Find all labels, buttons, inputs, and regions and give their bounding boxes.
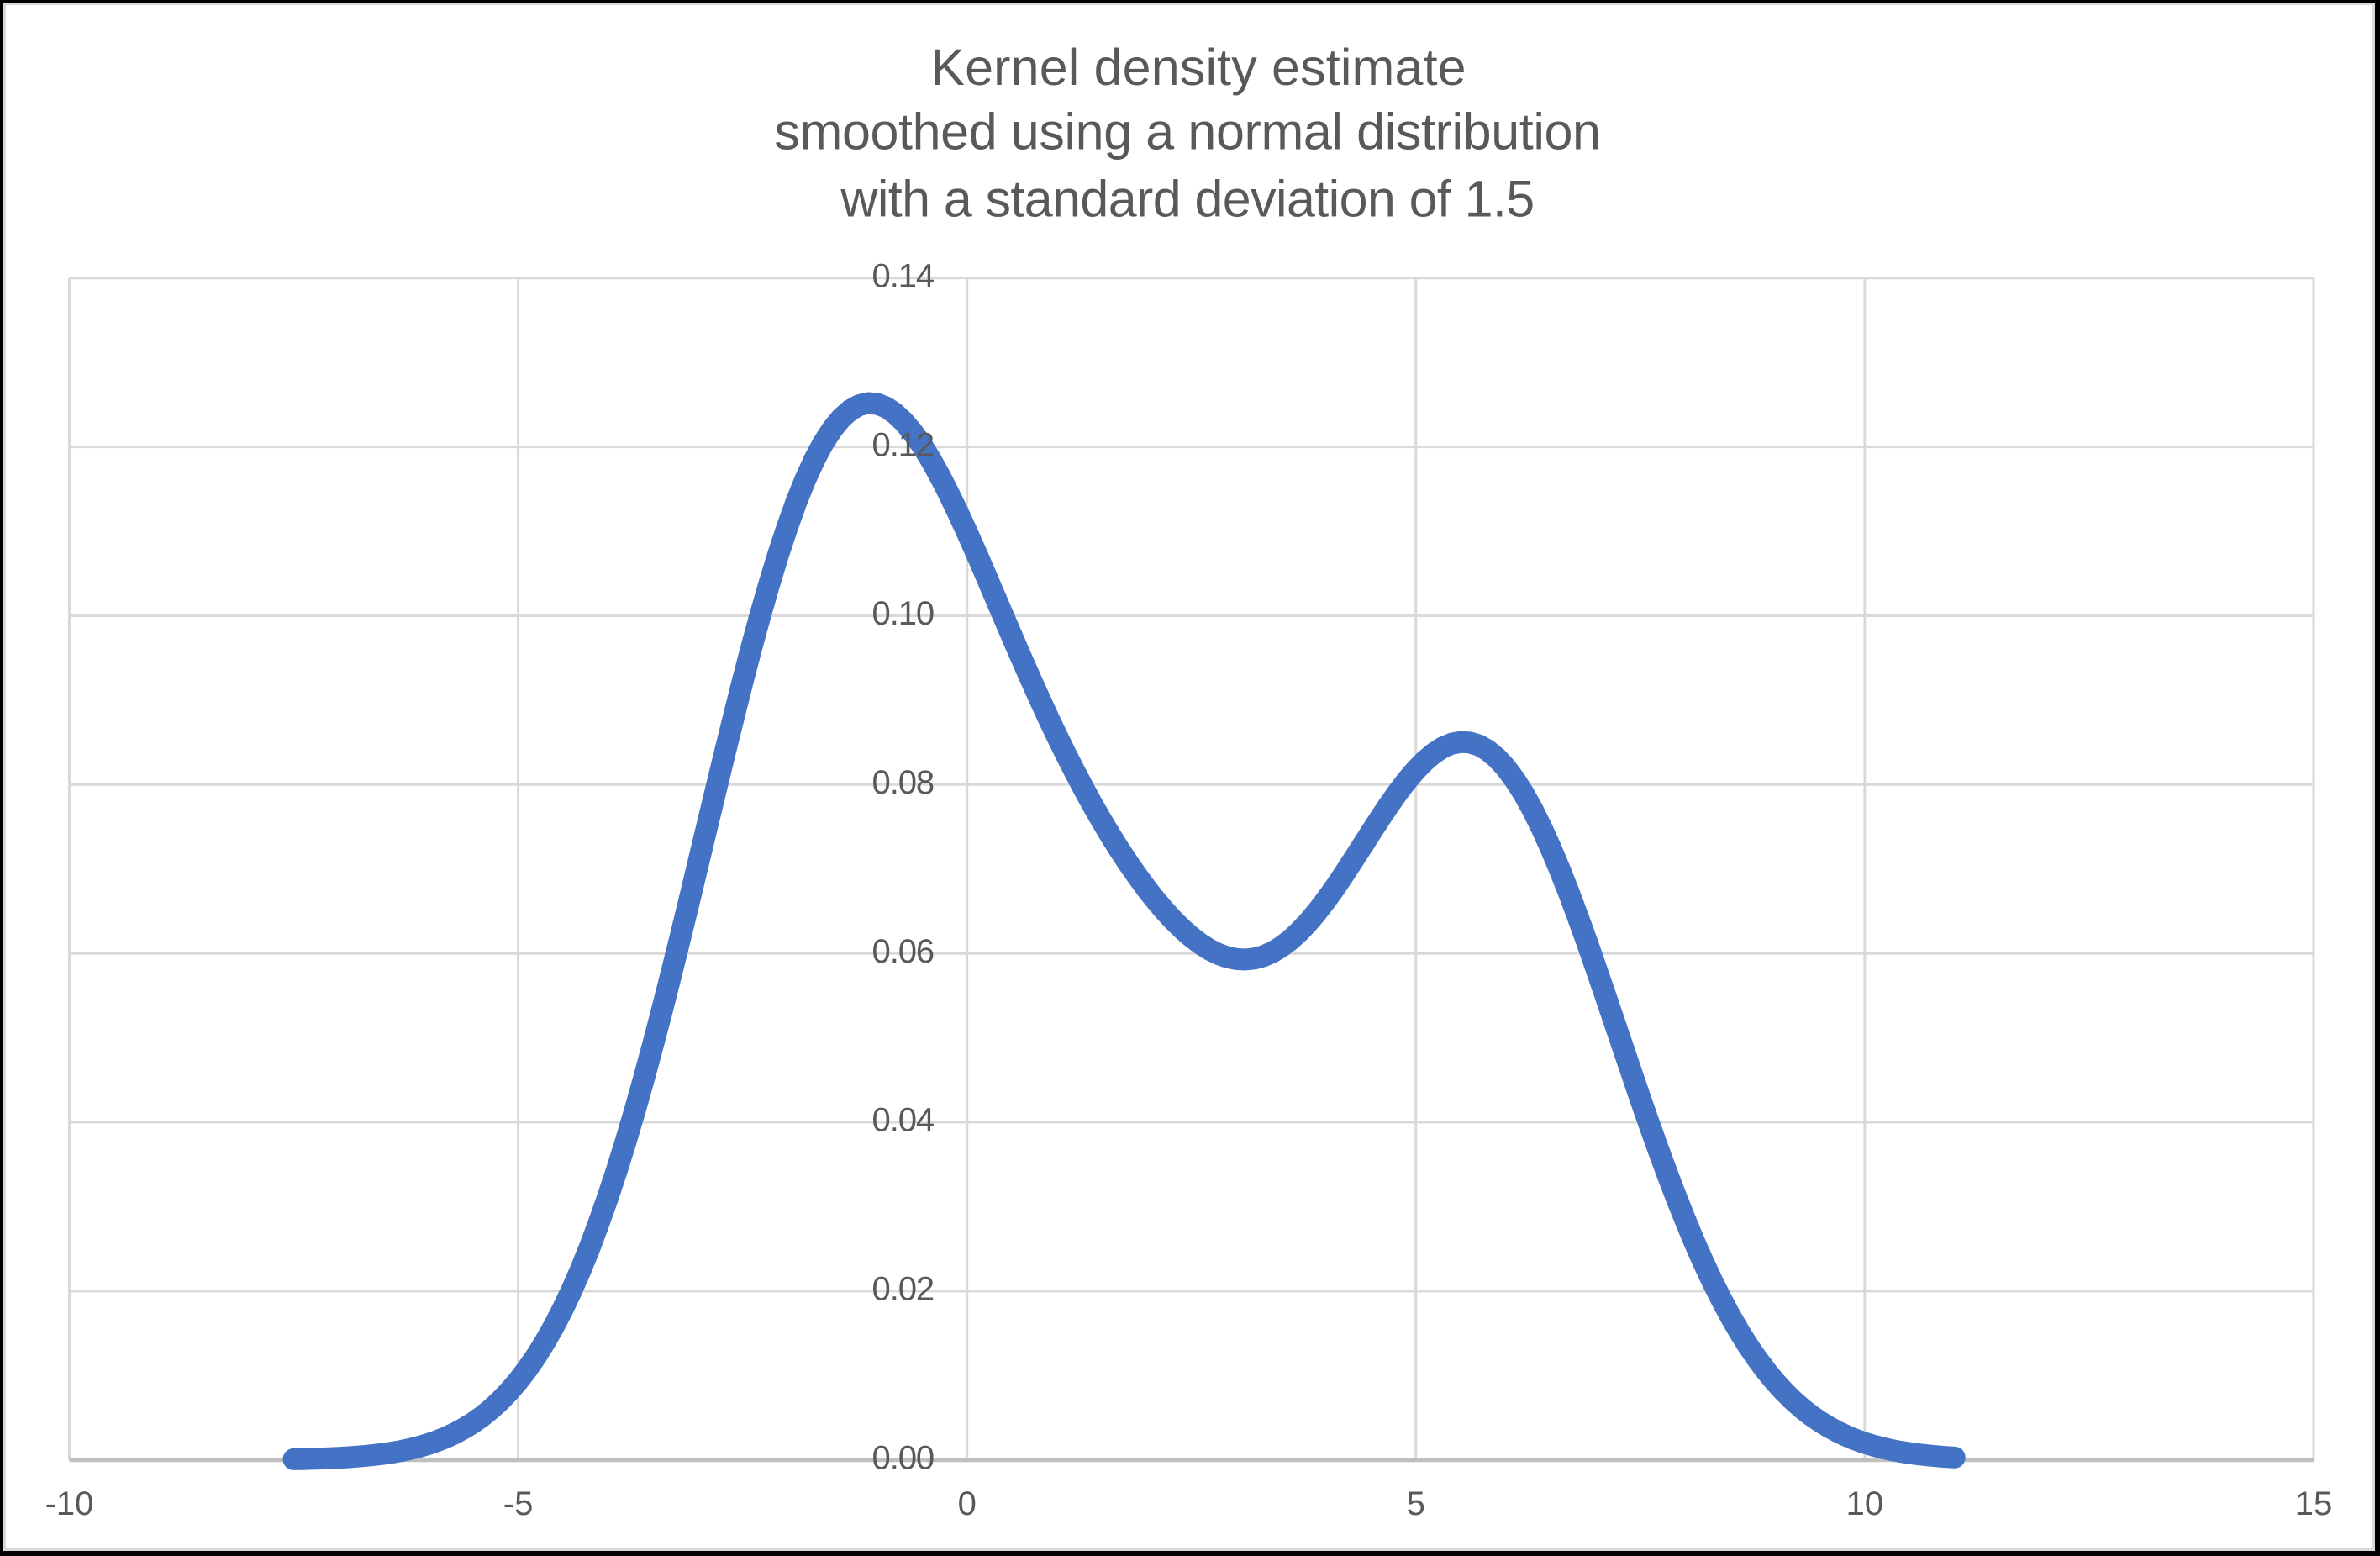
svg-text:-10: -10 bbox=[45, 1485, 94, 1522]
svg-text:0.06: 0.06 bbox=[872, 933, 934, 970]
svg-text:0: 0 bbox=[958, 1485, 977, 1522]
svg-text:10: 10 bbox=[1846, 1485, 1884, 1522]
svg-text:0.00: 0.00 bbox=[872, 1439, 934, 1476]
svg-text:0.04: 0.04 bbox=[872, 1102, 935, 1139]
svg-text:with a standard deviation of 1: with a standard deviation of 1.5 bbox=[840, 170, 1534, 227]
svg-text:-5: -5 bbox=[503, 1485, 534, 1522]
svg-text:0.12: 0.12 bbox=[872, 426, 934, 463]
svg-text:smoothed using a normal distri: smoothed using a normal distribution bbox=[774, 103, 1600, 160]
svg-text:Kernel density estimate: Kernel density estimate bbox=[930, 39, 1466, 96]
svg-text:15: 15 bbox=[2295, 1485, 2333, 1522]
svg-text:0.08: 0.08 bbox=[872, 764, 934, 801]
svg-text:0.10: 0.10 bbox=[872, 595, 934, 632]
svg-text:5: 5 bbox=[1407, 1485, 1425, 1522]
svg-text:0.14: 0.14 bbox=[872, 258, 935, 295]
svg-text:0.02: 0.02 bbox=[872, 1271, 934, 1308]
